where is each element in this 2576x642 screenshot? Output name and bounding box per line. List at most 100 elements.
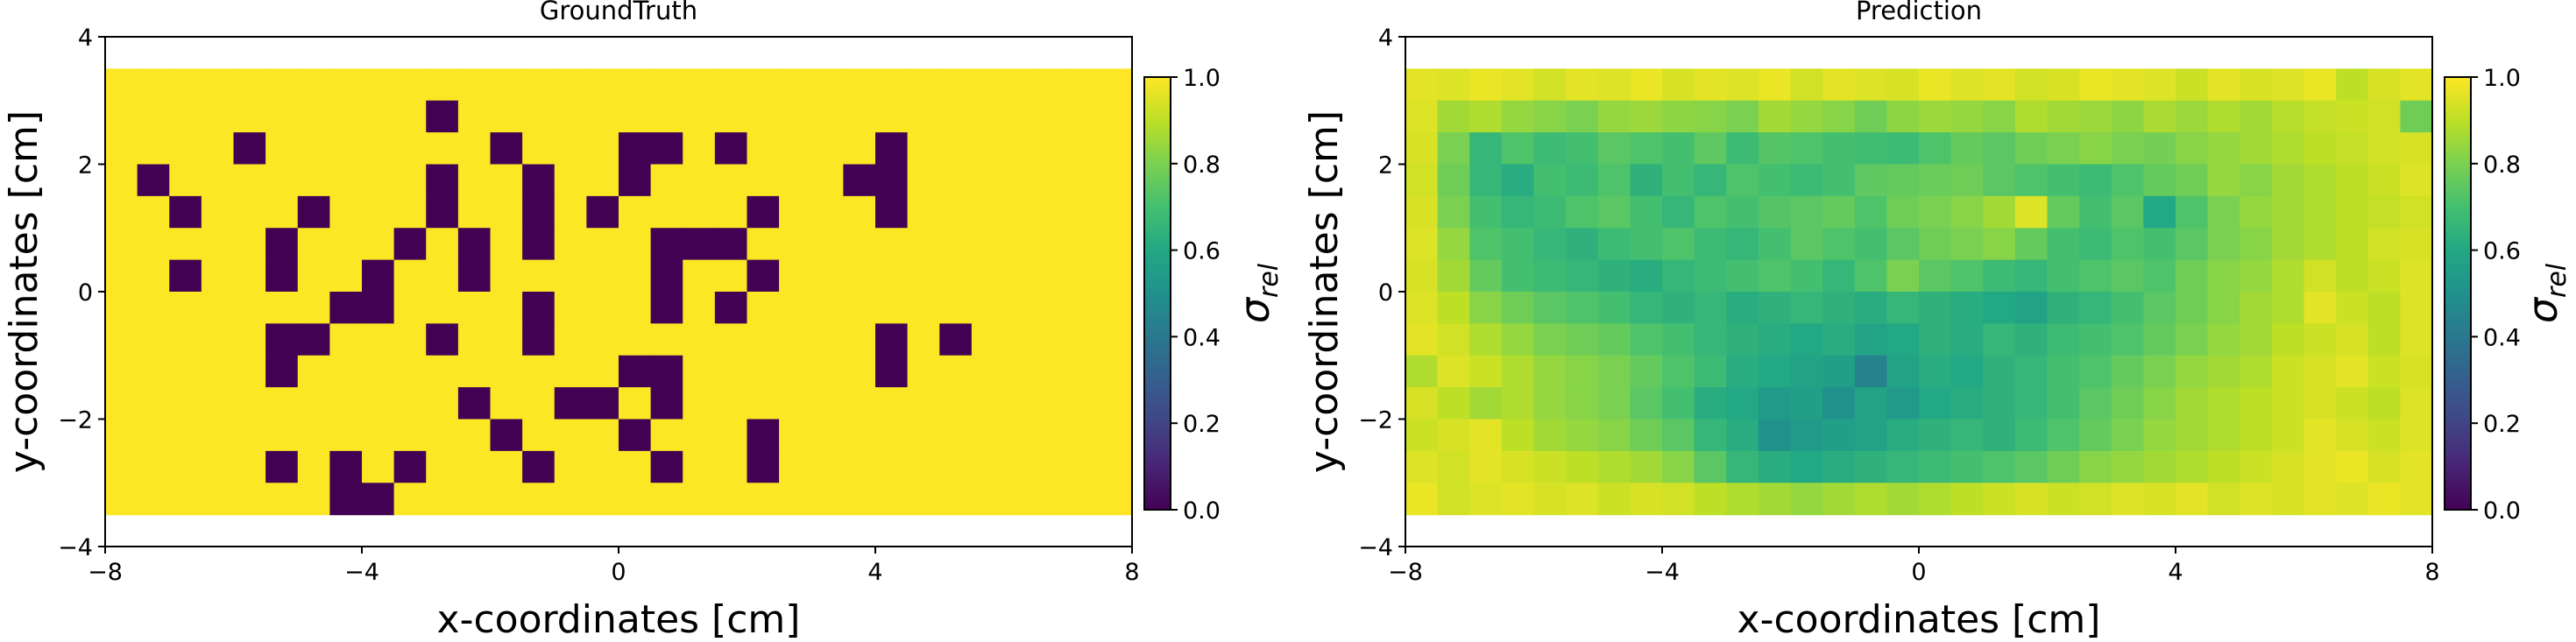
heatmap-cell xyxy=(233,164,266,197)
heatmap-cell xyxy=(1726,132,1759,166)
heatmap-cell xyxy=(2240,164,2273,197)
heatmap-cell xyxy=(265,195,299,229)
heatmap-cell xyxy=(1919,483,1952,516)
heatmap-cell xyxy=(1726,228,1759,261)
heatmap-cell xyxy=(1758,100,1792,133)
heatmap-cell xyxy=(2240,100,2273,133)
heatmap-cell xyxy=(1405,483,1439,516)
heatmap-cell xyxy=(779,450,812,483)
heatmap-cell xyxy=(1437,387,1470,420)
heatmap-cell xyxy=(2176,68,2209,102)
heatmap-cell xyxy=(297,132,330,166)
heatmap-cell xyxy=(939,228,973,261)
heatmap-cell xyxy=(2304,164,2337,197)
heatmap-cell xyxy=(1662,164,1695,197)
heatmap-cell xyxy=(1950,483,1984,516)
heatmap-cell xyxy=(265,483,299,516)
heatmap-cell xyxy=(1630,419,1663,452)
heatmap-cell xyxy=(1036,483,1069,516)
heatmap-cell xyxy=(650,195,683,229)
colorbar-tick-label: 1.0 xyxy=(1183,65,1221,92)
colorbar-tick-label: 1.0 xyxy=(2483,65,2521,92)
heatmap-cell xyxy=(714,195,748,229)
heatmap-cell xyxy=(426,355,459,388)
heatmap-cell xyxy=(683,483,716,516)
heatmap-cell xyxy=(714,68,748,102)
heatmap-cell xyxy=(265,355,299,388)
heatmap-cell xyxy=(1566,419,1599,452)
heatmap-cell xyxy=(2047,68,2080,102)
heatmap-cell xyxy=(297,323,330,356)
heatmap-cell xyxy=(2400,68,2433,102)
heatmap-cell xyxy=(1662,100,1695,133)
heatmap-cell xyxy=(2111,68,2144,102)
heatmap-cell xyxy=(971,132,1005,166)
heatmap-cell xyxy=(2304,450,2337,483)
heatmap-cell xyxy=(2336,132,2369,166)
heatmap-cell xyxy=(1597,259,1631,293)
heatmap-cell xyxy=(2143,419,2176,452)
heatmap-cell xyxy=(1726,483,1759,516)
heatmap-cell xyxy=(810,132,844,166)
heatmap-cell xyxy=(105,292,138,324)
heatmap-cell xyxy=(2176,228,2209,261)
heatmap-cell xyxy=(1726,259,1759,293)
heatmap-cell xyxy=(907,68,940,102)
heatmap-cell xyxy=(619,483,652,516)
heatmap-cell xyxy=(1790,450,1823,483)
heatmap-cell xyxy=(1886,387,1920,420)
heatmap-cell xyxy=(1950,292,1984,324)
heatmap-cell xyxy=(747,355,780,388)
heatmap-cell xyxy=(457,132,492,166)
heatmap-cell xyxy=(297,164,330,197)
heatmap-cell xyxy=(169,132,202,166)
heatmap-cell xyxy=(554,419,587,452)
y-tick-label: 0 xyxy=(78,279,93,307)
heatmap-cell xyxy=(393,228,427,261)
heatmap-cell xyxy=(586,483,619,516)
heatmap-cell xyxy=(1437,323,1470,356)
heatmap-cell xyxy=(747,132,780,166)
heatmap-cell xyxy=(650,450,683,483)
heatmap-cell xyxy=(2079,450,2112,483)
heatmap-cell xyxy=(1662,132,1695,166)
heatmap-cell xyxy=(714,228,748,261)
heatmap-cell xyxy=(2143,355,2176,388)
heatmap-cell xyxy=(1983,164,2016,197)
heatmap-cell xyxy=(586,195,619,229)
heatmap-cell xyxy=(201,292,235,324)
heatmap-cell xyxy=(522,132,556,166)
heatmap-cell xyxy=(1919,164,1952,197)
heatmap-cell xyxy=(2240,355,2273,388)
heatmap-cell xyxy=(1533,387,1567,420)
heatmap-cell xyxy=(1566,387,1599,420)
heatmap-cell xyxy=(843,450,876,483)
heatmap-cell xyxy=(1036,387,1069,420)
heatmap-cell xyxy=(1790,387,1823,420)
heatmap-cell xyxy=(1067,292,1100,324)
heatmap-cell xyxy=(1630,195,1663,229)
heatmap-cell xyxy=(490,323,523,356)
heatmap-cell xyxy=(810,228,844,261)
heatmap-cell xyxy=(619,195,652,229)
heatmap-cell xyxy=(2336,483,2369,516)
heatmap-cell xyxy=(2111,100,2144,133)
heatmap-cell xyxy=(2047,132,2080,166)
heatmap-cell xyxy=(2014,387,2049,420)
heatmap-cell xyxy=(1886,450,1920,483)
heatmap-cell xyxy=(393,68,427,102)
heatmap-cell xyxy=(2240,419,2273,452)
heatmap-cell xyxy=(2400,323,2433,356)
heatmap-cell xyxy=(2240,195,2273,229)
heatmap-cell xyxy=(619,450,652,483)
y-tick-label: 2 xyxy=(1378,152,1393,180)
heatmap-cell xyxy=(619,164,652,197)
heatmap-cell xyxy=(201,164,235,197)
heatmap-cell xyxy=(1694,419,1727,452)
heatmap-cell xyxy=(2304,387,2337,420)
heatmap-cell xyxy=(1501,68,1535,102)
heatmap-cell xyxy=(586,292,619,324)
heatmap-cell xyxy=(1067,259,1100,293)
heatmap-cell xyxy=(393,164,427,197)
heatmap-cell xyxy=(1694,228,1727,261)
